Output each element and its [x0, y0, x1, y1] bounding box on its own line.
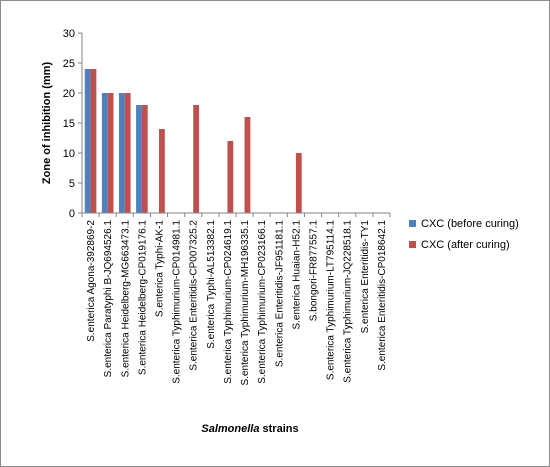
x-tick-label: S.enterica Typhi-AL513382.1 — [206, 220, 217, 349]
x-axis-title-italic: Salmonella — [201, 423, 259, 435]
y-axis-ticks: 0 5 10 15 20 25 30 — [63, 28, 82, 220]
x-tick-label: S.enterica Enteritidis-JF951181.1 — [274, 220, 285, 368]
x-tick-label: S.enterica Agona-392869-2 — [86, 220, 97, 342]
x-tick-label: S.enterica Typhi-AK-1 — [155, 220, 166, 318]
x-tick-label: S.enterica Enteritidis-CP007325.2 — [189, 220, 200, 371]
bar-before-curing — [136, 105, 142, 213]
bar-after-curing — [124, 93, 131, 213]
x-tick-label: S.bongori-FR877557.1 — [309, 220, 320, 322]
bar-before-curing — [118, 93, 125, 213]
x-tick-label: S.enterica Typhimurium-LT795114.1 — [326, 220, 337, 381]
legend: CXC (before curing) CXC (after curing) — [409, 218, 519, 251]
y-tick-label: 30 — [63, 28, 75, 40]
y-tick-label: 5 — [69, 178, 75, 190]
x-tick-label: S.enterica Heidelberg-MG663473.1 — [120, 220, 131, 378]
bar-after-curing — [141, 105, 148, 213]
x-axis-title: Salmonella strains — [201, 423, 298, 435]
bar-after-curing — [90, 69, 97, 213]
bar-before-curing — [84, 69, 91, 213]
legend-label-after-curing: CXC (after curing) — [421, 239, 510, 251]
y-tick-label: 20 — [63, 88, 75, 100]
y-tick-label: 25 — [63, 58, 75, 70]
bar-after-curing — [193, 105, 200, 213]
x-tick-label: S.enterica Enteritidis-TY1 — [360, 220, 371, 334]
x-tick-label: S.enterica Heidelberg-CP019176.1 — [137, 220, 148, 376]
legend-swatch-before-curing — [409, 220, 416, 227]
x-tick-label: S.enterica Huaian-H52.1 — [291, 220, 302, 330]
legend-swatch-after-curing — [409, 241, 416, 248]
category-labels: S.enterica Agona-392869-2 S.enterica Para… — [86, 220, 388, 386]
bars — [84, 69, 302, 213]
x-tick-label: S.enterica Typhimurium-JQ228518.1 — [343, 220, 354, 383]
bar-after-curing — [159, 129, 165, 213]
x-tick-label: S.enterica Typhimurium-CP024619.1 — [223, 220, 234, 384]
x-tick-label: S.enterica Enteritidis-CP018642.1 — [377, 220, 388, 371]
x-tick-label: S.enterica Typhimurium-CP014981.1 — [172, 220, 183, 384]
x-axis-title-rest: strains — [259, 423, 298, 435]
bar-after-curing — [107, 93, 114, 213]
legend-label-before-curing: CXC (before curing) — [421, 218, 519, 230]
bar-after-curing — [244, 117, 251, 213]
y-tick-label: 0 — [69, 208, 75, 220]
bar-after-curing — [295, 153, 302, 213]
y-tick-label: 15 — [63, 118, 75, 130]
axes — [81, 33, 391, 217]
x-tick-label: S.enterica Paratyphi B-JQ694526.1 — [103, 220, 114, 378]
y-tick-label: 10 — [63, 148, 75, 160]
bar-after-curing — [227, 141, 234, 213]
bar-before-curing — [101, 93, 108, 213]
y-axis-title: Zone of inhibition (mm) — [41, 62, 53, 185]
x-tick-label: S.enterica Typhimurium-MH196335.1 — [240, 220, 251, 386]
x-tick-label: S.enterica Typhimurium-CP023166.1 — [257, 220, 268, 384]
